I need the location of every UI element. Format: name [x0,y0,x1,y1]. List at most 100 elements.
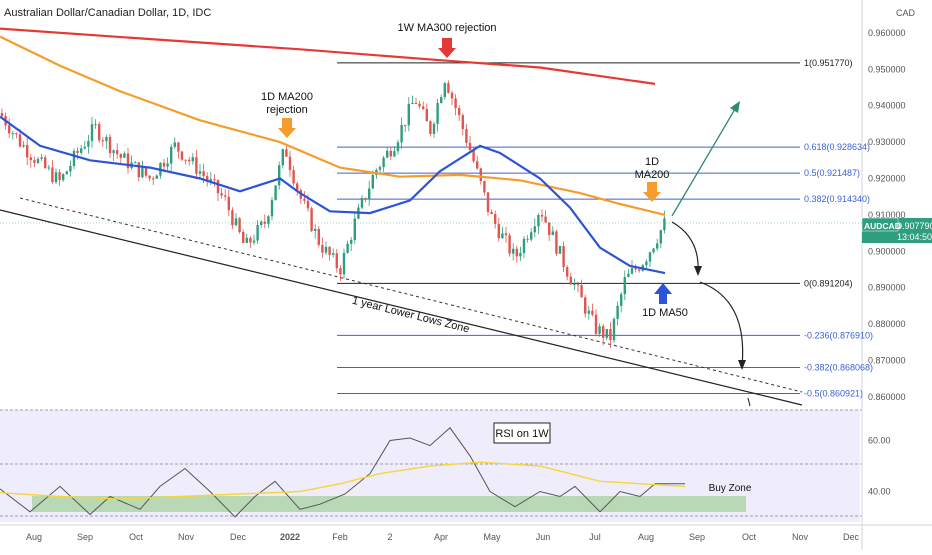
candle-body [188,159,191,162]
candle-body [285,149,288,157]
buy-zone [32,496,746,512]
ma200-now-label-line1: 1D [645,156,659,168]
candle-body [108,136,112,154]
ma50-label: 1D MA50 [642,307,688,319]
candle-body [515,248,518,257]
candle-body [29,157,32,161]
candle-body [443,83,446,98]
price-tick-label: 0.870000 [868,356,906,366]
countdown-value: 13:04:50 [897,232,932,242]
candle-body [11,133,14,135]
candle-body [177,142,180,152]
candle-body [321,244,324,253]
candle-body [386,150,389,158]
lower-lows-dashed-trendline[interactable] [19,197,803,393]
candle-body [72,150,76,166]
candle-body [170,146,173,164]
candle-body [504,233,508,236]
candle-body [119,154,122,158]
candle-body [292,170,295,184]
candle-body [105,136,108,142]
trendlines[interactable] [0,197,803,406]
candle-body [468,142,472,151]
candle-body [148,175,151,179]
candle-body [306,200,310,209]
candle-body [411,102,414,104]
projections[interactable] [671,101,751,407]
projection-arrow-2[interactable] [699,281,744,367]
candle-body [209,179,212,181]
candle-body [245,237,248,243]
candle-body [47,167,50,169]
candle-body [141,167,144,178]
candle-body [123,153,126,158]
candle-body [335,253,338,269]
candle-body [303,198,306,201]
candle-body [587,310,590,314]
fibonacci-retracement[interactable]: 1(0.951770) 0.618(0.928634) 0.5(0.921487) 0… [337,58,873,399]
candle-body [116,150,119,155]
candle-body [144,167,148,176]
candle-body [382,157,385,168]
candle-body [360,197,364,208]
projection-arrow-1[interactable] [671,221,699,273]
buy-zone-label: Buy Zone [709,483,752,494]
candle-body [288,156,292,171]
rsi-title: RSI on 1W [495,428,549,440]
candle-body [638,269,641,271]
target-arrow-head-icon [730,101,740,113]
candle-body [396,142,400,152]
ma300-down-arrow-icon [438,38,456,58]
time-tick-label: May [483,532,501,542]
lower-lows-solid-trendline[interactable] [0,209,803,406]
candle-body [486,192,490,212]
fib-level-label: 0.618(0.928634) [804,142,870,152]
time-tick-label: Nov [792,532,809,542]
symbol-tag [861,217,899,232]
candle-body [260,221,263,225]
target-arrow-line[interactable] [671,103,739,217]
candle-body [22,145,25,147]
candle-body [465,129,468,143]
candle-body [252,240,256,243]
time-tick-label: Feb [332,532,348,542]
fib-level-label: -0.382(0.868068) [804,363,873,373]
candle-body [483,181,486,193]
candle-body [605,328,608,338]
candle-body [69,165,72,172]
candle-body [422,106,425,109]
candle-body [454,98,457,109]
fib-level-label: 0.5(0.921487) [804,168,860,178]
candle-body [432,123,436,134]
chart-title: Australian Dollar/Canadian Dollar, 1D, I… [4,7,211,19]
candle-body [0,112,4,117]
projection-arrow-tail [747,397,751,407]
candle-body [537,215,540,227]
candle-body [173,142,176,147]
candle-body [407,103,410,126]
candle-body [472,150,475,162]
candle-body [393,151,396,157]
ma200-rejection-label-line2: rejection [266,104,308,116]
time-axis[interactable]: Aug Sep Oct Nov Dec 2022 Feb 2 Apr May Jun Jul Aug Se… [26,532,860,542]
moving-averages [0,27,862,275]
candle-body [364,197,367,200]
candle-body [267,216,270,224]
candle-body [346,243,349,253]
candle-body [602,326,605,338]
price-tick-label: 0.910000 [868,210,906,220]
candle-body [126,153,130,169]
candle-body [526,238,529,240]
candle-body [339,268,342,275]
ma200-line [0,35,666,216]
candle-body [425,108,428,122]
price-axis[interactable]: 0.960000 0.950000 0.940000 0.930000 0.920000… [868,28,906,402]
ma200-now-arrow-icon [643,182,661,202]
candle-body [522,238,526,253]
candle-body [476,161,479,169]
candle-body [371,174,374,189]
candle-body [256,224,259,241]
ma50-line [0,115,666,275]
candle-body [184,159,187,161]
